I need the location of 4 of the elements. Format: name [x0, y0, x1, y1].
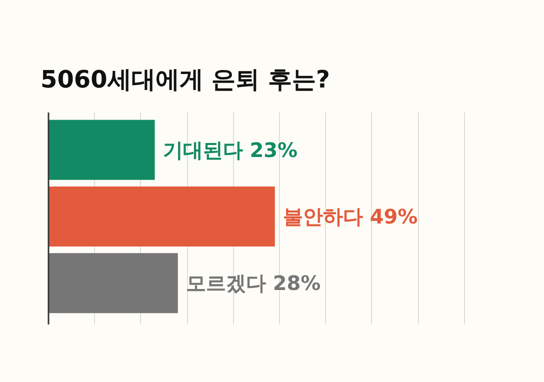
chart-title: 5060세대에게 은퇴 후는?	[40, 66, 330, 94]
data-label: 모르겠다 28%	[186, 271, 321, 296]
data-label: 불안하다 49%	[282, 204, 418, 228]
data-label: 기대된다 23%	[162, 138, 298, 162]
